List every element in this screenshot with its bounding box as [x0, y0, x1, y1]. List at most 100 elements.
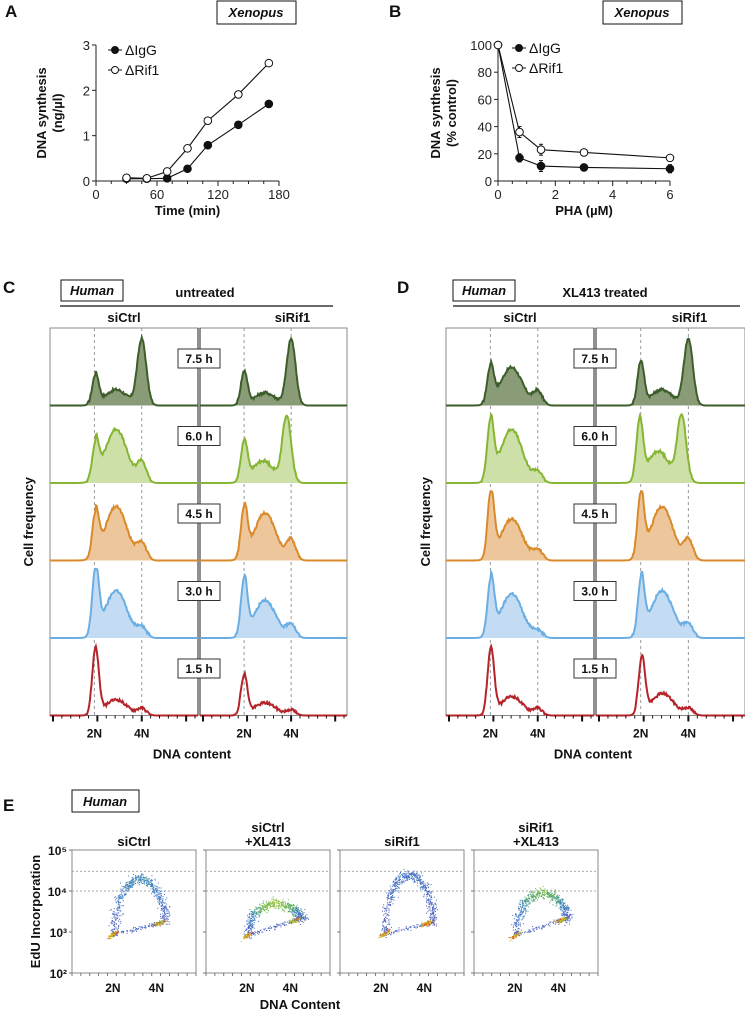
scatter-point — [519, 925, 521, 927]
scatter-point — [517, 933, 519, 935]
scatter-point — [120, 895, 122, 897]
scatter-point — [534, 892, 536, 893]
histogram-line-siRif1 — [596, 412, 745, 484]
scatter-point — [304, 919, 306, 921]
scatter-point — [562, 917, 564, 919]
scatter-point — [160, 897, 162, 899]
scatter-point — [293, 915, 295, 917]
scatter-point — [536, 894, 538, 896]
scatter-point — [156, 896, 158, 898]
scatter-point — [432, 909, 434, 911]
scatter-point — [117, 912, 119, 914]
scatter-point — [386, 934, 387, 936]
scatter-point — [528, 903, 529, 905]
scatter-point — [276, 925, 278, 927]
scatter-point — [429, 924, 431, 926]
scatter-point — [514, 934, 516, 936]
scatter-point — [527, 910, 529, 912]
scatter-point — [384, 920, 386, 922]
scatter-point — [428, 924, 430, 925]
scatter-point — [296, 917, 298, 919]
scatter-point — [249, 919, 251, 921]
scatter-point — [562, 899, 564, 901]
scatter-point — [513, 923, 515, 925]
scatter-point — [387, 893, 389, 895]
scatter-point — [544, 889, 545, 891]
scatter-point — [292, 922, 294, 924]
histogram-line-siRif1 — [596, 337, 745, 407]
scatter-point — [570, 909, 572, 911]
scatter-point — [297, 917, 299, 919]
scatter-point — [268, 902, 270, 904]
scatter-point — [126, 889, 128, 891]
scatter-point — [532, 900, 534, 902]
scatter-point — [125, 893, 127, 895]
scatter-point — [132, 881, 134, 883]
scatter-point — [275, 900, 277, 901]
scatter-point — [266, 929, 268, 931]
scatter-point — [163, 894, 165, 896]
scatter-point — [260, 912, 261, 913]
legend-label: ΔIgG — [529, 40, 561, 56]
scatter-point — [264, 910, 266, 912]
y-axis-title: DNA synthesis(% control) — [428, 67, 459, 158]
legend-label: ΔIgG — [125, 42, 157, 58]
scatter-point — [411, 874, 413, 876]
scatter-point — [426, 923, 428, 925]
scatter-point — [250, 926, 252, 927]
scatter-point — [557, 921, 559, 923]
data-point — [203, 140, 213, 150]
scatter-point — [510, 939, 512, 941]
scatter-point — [166, 917, 168, 919]
scatter-point — [395, 890, 397, 892]
data-point — [142, 173, 152, 183]
scatter-point — [111, 930, 113, 932]
scatter-point — [135, 928, 137, 929]
scatter-point — [517, 928, 519, 930]
y-tick-label: 10⁴ — [48, 885, 67, 899]
scatter-point — [536, 889, 538, 891]
scatter-point — [163, 911, 165, 913]
data-point — [536, 161, 546, 171]
scatter-point — [152, 884, 153, 886]
scatter-point — [278, 924, 280, 926]
legend-marker — [111, 66, 119, 74]
scatter-point — [138, 876, 140, 878]
scatter-point — [394, 882, 396, 884]
scatter-point — [525, 898, 527, 900]
scatter-point — [557, 921, 559, 922]
scatter-point — [534, 895, 536, 897]
scatter-point — [422, 888, 424, 889]
scatter-point — [125, 884, 127, 885]
scatter-point — [259, 930, 261, 931]
scatter-point — [272, 904, 274, 906]
scatter-point — [129, 881, 131, 883]
scatter-point — [295, 914, 297, 916]
scatter-point — [138, 877, 139, 879]
scatter-point — [540, 892, 542, 894]
scatter-point — [410, 878, 412, 880]
scatter-point — [265, 906, 267, 908]
scatter-point — [120, 931, 122, 933]
scatter-point — [539, 887, 541, 889]
scatter-point — [415, 927, 417, 929]
scatter-point — [121, 894, 123, 896]
scatter-point — [269, 930, 270, 932]
scatter-point — [562, 903, 564, 905]
scatter-point — [289, 906, 291, 908]
scatter-point — [384, 933, 386, 935]
scatter-point — [135, 882, 137, 884]
scatter-point — [512, 936, 514, 937]
scatter-point — [513, 929, 515, 931]
scatter-point — [286, 905, 288, 907]
scatter-point — [162, 923, 163, 925]
scatter-point — [519, 932, 521, 934]
scatter-point — [427, 886, 429, 888]
scatter-point — [273, 905, 275, 907]
scatter-point — [562, 899, 564, 900]
scatter-point — [146, 878, 148, 880]
scatter-point — [383, 904, 385, 906]
scatter-point — [426, 902, 428, 903]
scatter-point — [261, 906, 263, 908]
scatter-point — [567, 918, 569, 920]
